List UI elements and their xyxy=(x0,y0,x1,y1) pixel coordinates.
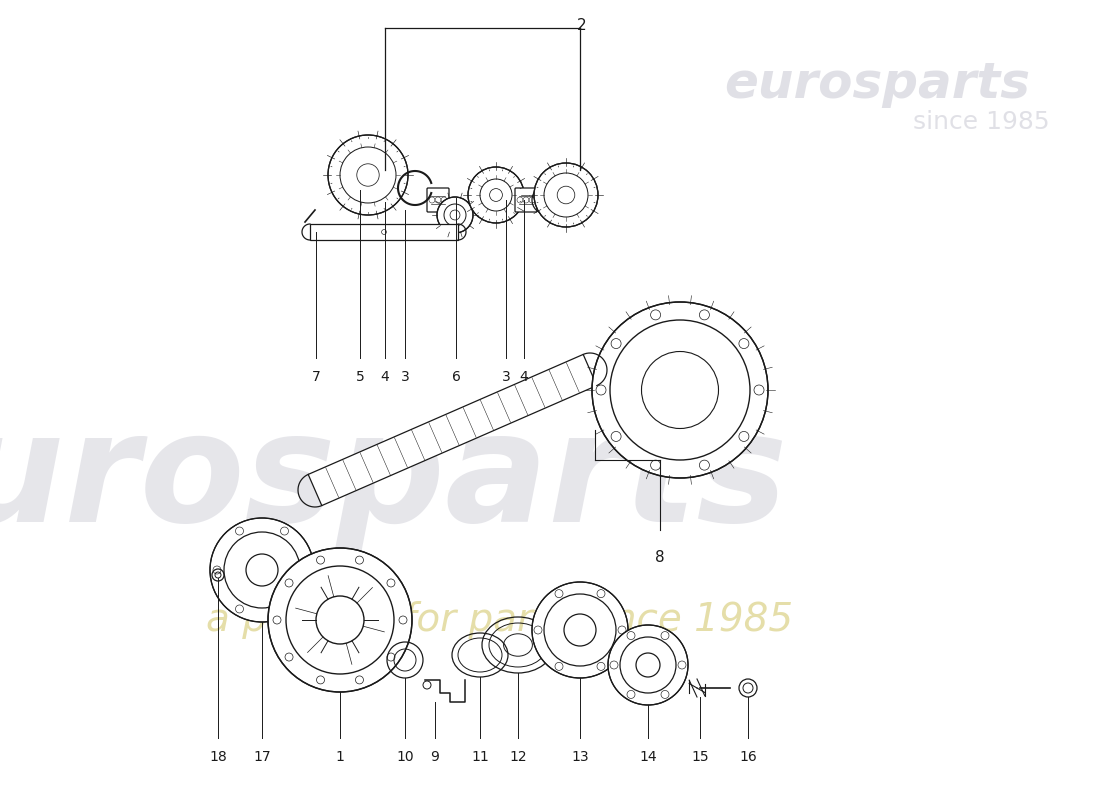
Text: 10: 10 xyxy=(396,750,414,764)
FancyBboxPatch shape xyxy=(427,188,449,212)
Circle shape xyxy=(268,548,412,692)
Text: 11: 11 xyxy=(471,750,488,764)
Circle shape xyxy=(534,163,598,227)
Text: 13: 13 xyxy=(571,750,588,764)
Text: 4: 4 xyxy=(381,370,389,384)
Circle shape xyxy=(608,625,688,705)
Text: 3: 3 xyxy=(400,370,409,384)
Text: 8: 8 xyxy=(656,550,664,565)
Text: 15: 15 xyxy=(691,750,708,764)
Text: eurosparts: eurosparts xyxy=(0,406,788,554)
Circle shape xyxy=(592,302,768,478)
Text: 12: 12 xyxy=(509,750,527,764)
Text: 16: 16 xyxy=(739,750,757,764)
Text: 17: 17 xyxy=(253,750,271,764)
Circle shape xyxy=(437,197,473,233)
Text: 4: 4 xyxy=(519,370,528,384)
Text: 6: 6 xyxy=(452,370,461,384)
Text: 7: 7 xyxy=(311,370,320,384)
Text: 2: 2 xyxy=(578,18,586,33)
Circle shape xyxy=(468,167,524,223)
Circle shape xyxy=(328,135,408,215)
Polygon shape xyxy=(310,224,458,240)
Text: 9: 9 xyxy=(430,750,439,764)
Text: 3: 3 xyxy=(502,370,510,384)
Text: 14: 14 xyxy=(639,750,657,764)
Text: a passion for parts since 1985: a passion for parts since 1985 xyxy=(207,601,793,639)
Text: since 1985: since 1985 xyxy=(913,110,1050,134)
Circle shape xyxy=(532,582,628,678)
Text: 5: 5 xyxy=(355,370,364,384)
Text: eurosparts: eurosparts xyxy=(724,60,1030,108)
Text: 18: 18 xyxy=(209,750,227,764)
Polygon shape xyxy=(308,354,597,506)
Text: 1: 1 xyxy=(336,750,344,764)
Circle shape xyxy=(210,518,313,622)
FancyBboxPatch shape xyxy=(515,188,537,212)
